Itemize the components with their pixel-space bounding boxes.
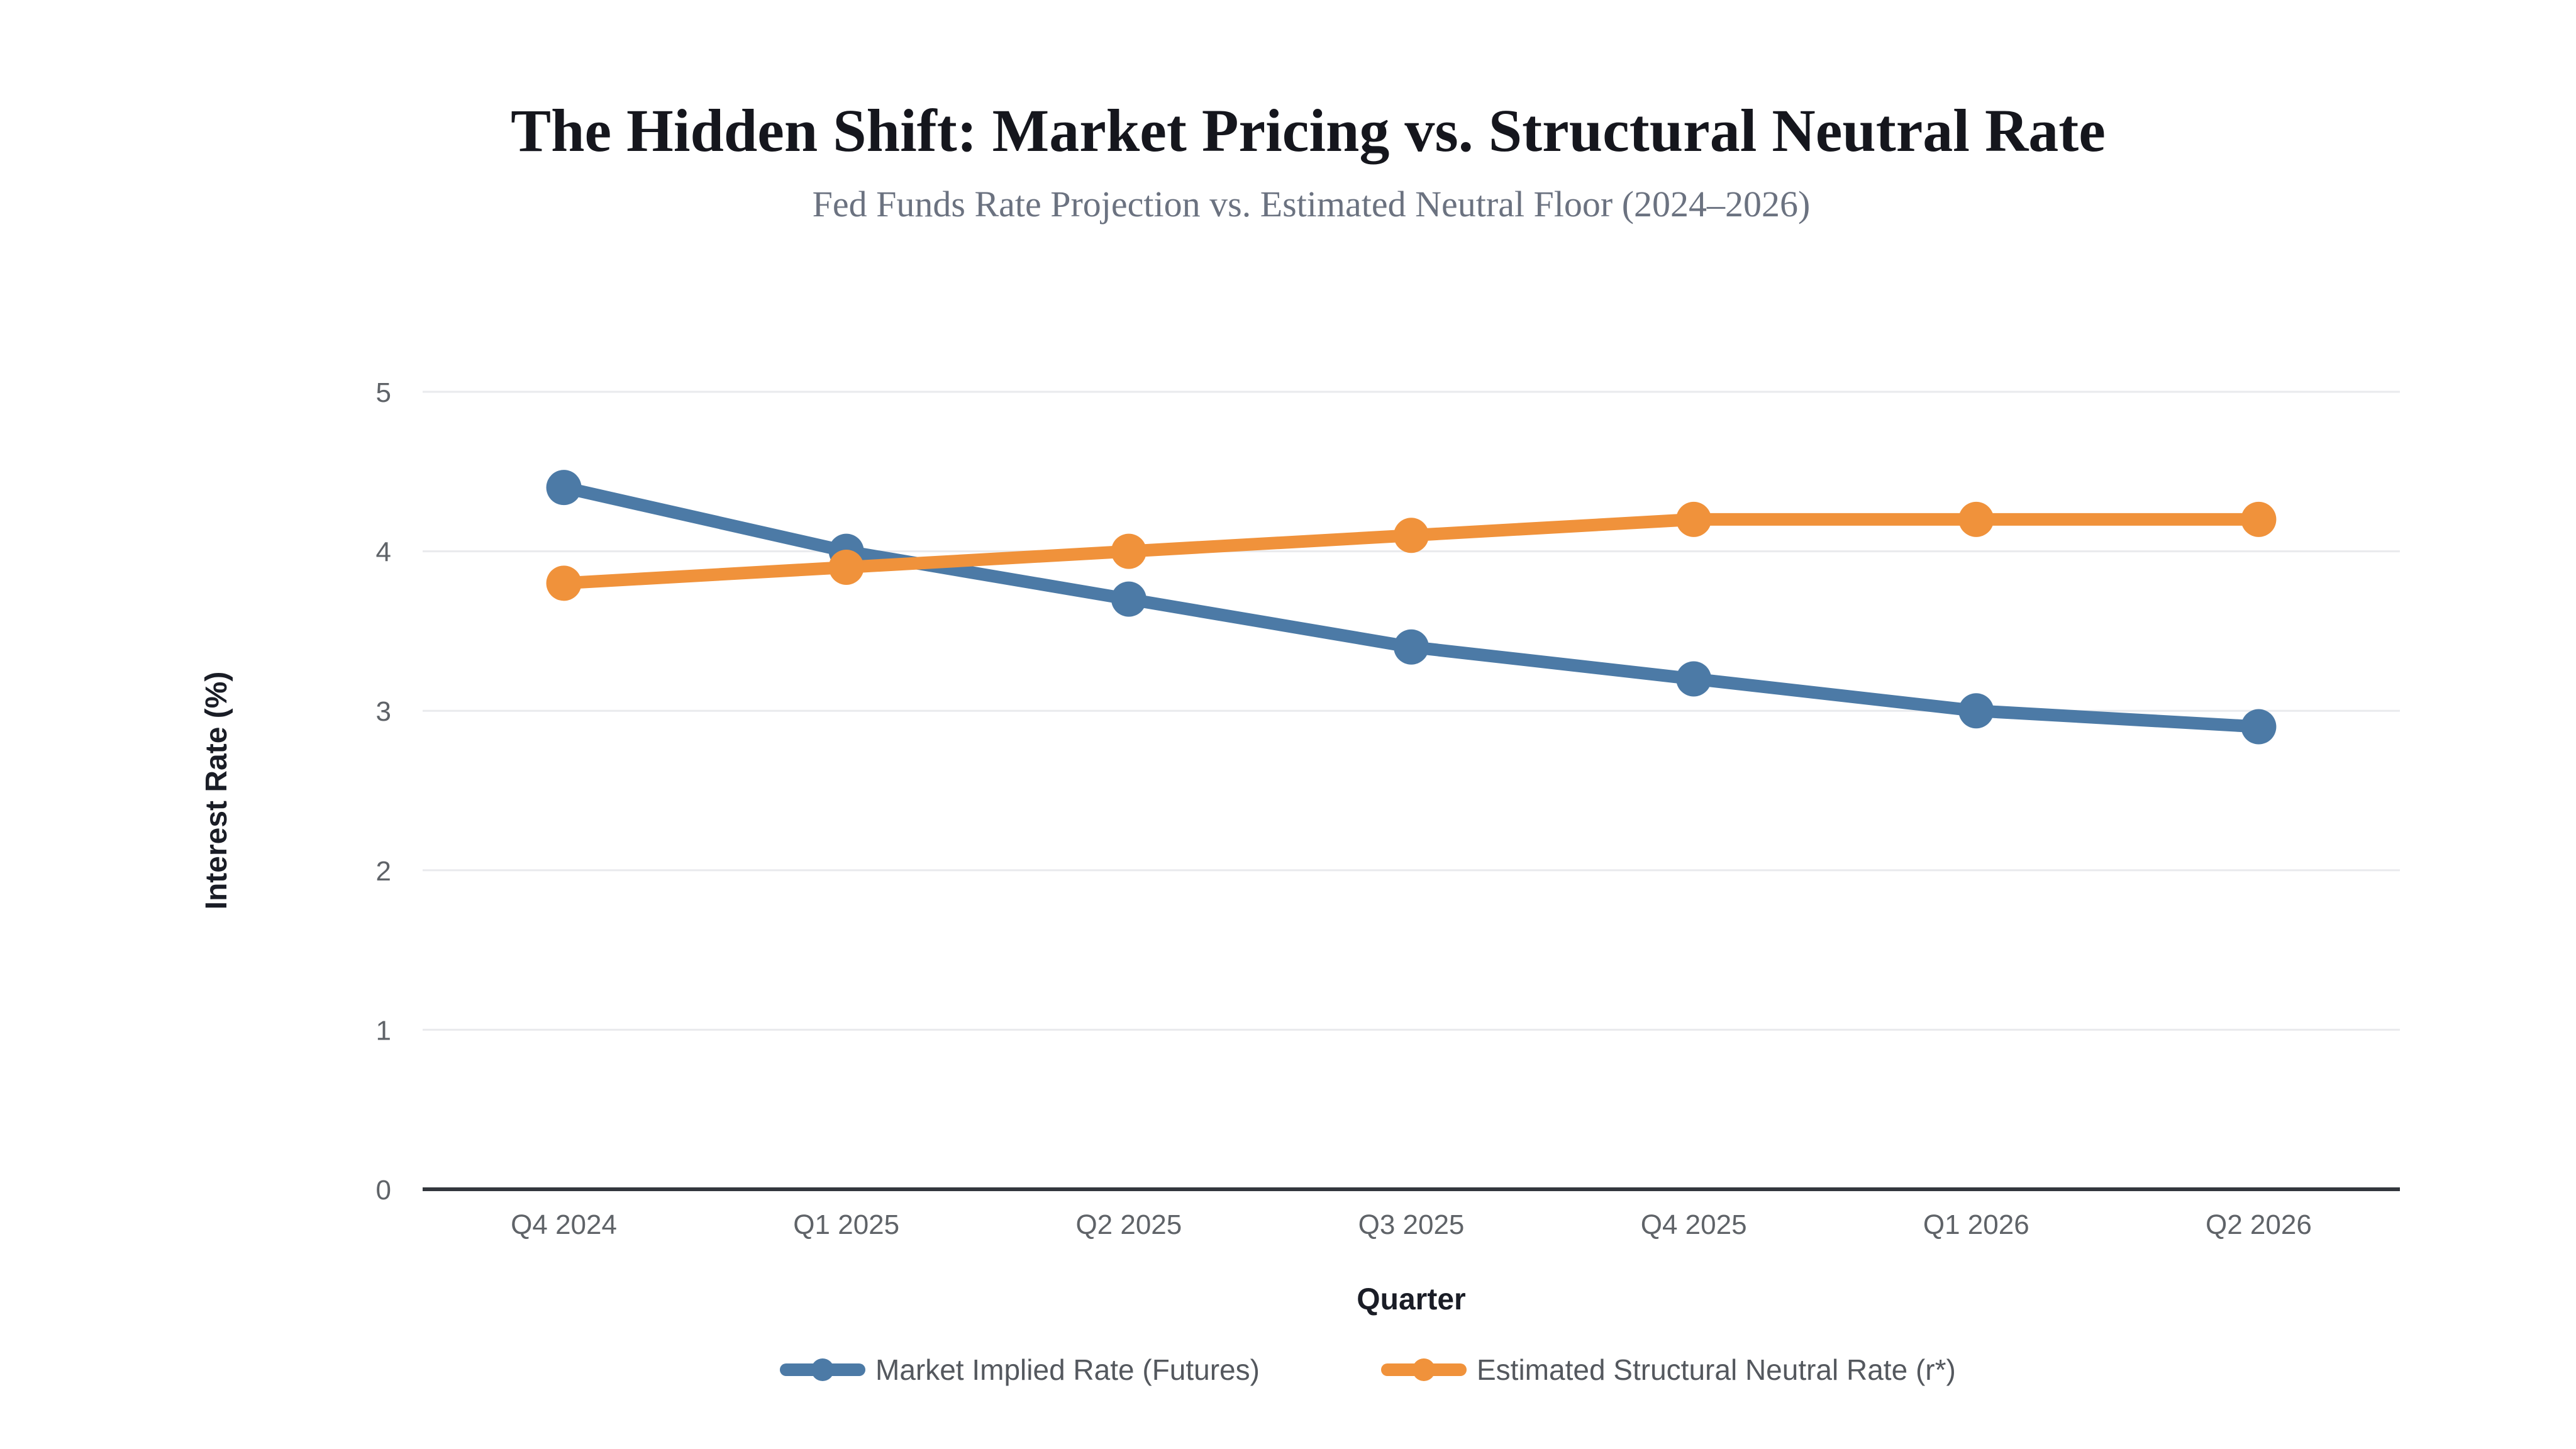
legend: Market Implied Rate (Futures) Estimated … xyxy=(780,1353,1956,1386)
y-tick-label-0: 0 xyxy=(376,1175,391,1206)
legend-item-neutral-rate: Estimated Structural Neutral Rate (r*) xyxy=(1381,1353,1956,1386)
y-tick-labels-group: 0 1 2 3 4 5 xyxy=(376,377,391,1206)
data-point-s1-2 xyxy=(1111,533,1146,569)
data-point-s1-5 xyxy=(1958,501,1994,537)
x-tick-label-2: Q2 2025 xyxy=(1075,1209,1182,1240)
x-tick-label-1: Q1 2025 xyxy=(793,1209,899,1240)
x-axis-title: Quarter xyxy=(1357,1283,1465,1316)
y-axis-title: Interest Rate (%) xyxy=(200,672,233,910)
y-tick-label-1: 1 xyxy=(376,1015,391,1046)
x-tick-label-4: Q4 2025 xyxy=(1641,1209,1747,1240)
data-point-s0-2 xyxy=(1111,581,1146,617)
data-point-s0-0 xyxy=(546,470,582,506)
data-point-s1-3 xyxy=(1394,518,1429,553)
legend-marker-dot-orange xyxy=(1413,1358,1435,1381)
legend-label-market-implied: Market Implied Rate (Futures) xyxy=(875,1353,1260,1386)
x-tick-label-5: Q1 2026 xyxy=(1923,1209,2029,1240)
x-tick-labels-group: Q4 2024 Q1 2025 Q2 2025 Q3 2025 Q4 2025 Q1 20… xyxy=(511,1209,2312,1240)
y-tick-label-4: 4 xyxy=(376,537,391,568)
data-point-s0-3 xyxy=(1394,629,1429,665)
data-point-s1-6 xyxy=(2241,501,2277,537)
y-tick-label-3: 3 xyxy=(376,696,391,727)
data-point-s1-1 xyxy=(828,549,864,585)
x-tick-label-6: Q2 2026 xyxy=(2206,1209,2312,1240)
data-point-s0-6 xyxy=(2241,709,2277,745)
y-tick-label-5: 5 xyxy=(376,377,391,408)
x-tick-label-3: Q3 2025 xyxy=(1358,1209,1465,1240)
chart-subtitle: Fed Funds Rate Projection vs. Estimated … xyxy=(813,184,1811,225)
y-tick-label-2: 2 xyxy=(376,856,391,887)
legend-marker-dot-blue xyxy=(811,1358,834,1381)
data-point-s0-5 xyxy=(1958,693,1994,729)
series-layer xyxy=(546,470,2277,745)
x-tick-label-0: Q4 2024 xyxy=(511,1209,617,1240)
legend-item-market-implied: Market Implied Rate (Futures) xyxy=(780,1353,1260,1386)
data-point-s1-4 xyxy=(1676,501,1712,537)
data-point-s1-0 xyxy=(546,565,582,601)
data-point-s0-4 xyxy=(1676,661,1712,697)
legend-label-neutral-rate: Estimated Structural Neutral Rate (r*) xyxy=(1477,1353,1956,1386)
chart-title: The Hidden Shift: Market Pricing vs. Str… xyxy=(511,97,2106,164)
